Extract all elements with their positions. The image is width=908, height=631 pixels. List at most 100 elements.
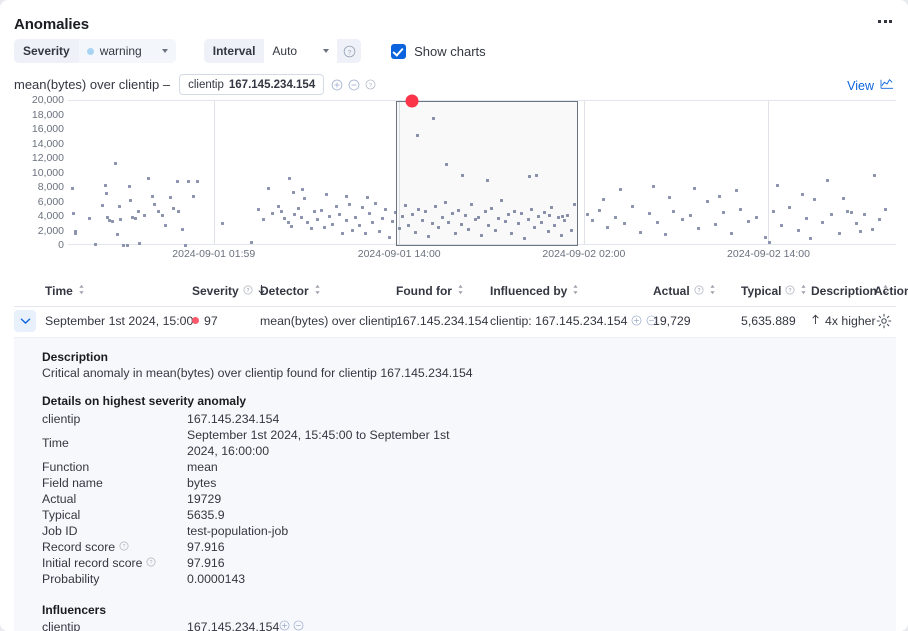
- detail-field-key-wrap: Initial record score?: [42, 555, 187, 571]
- scatter-point: [324, 193, 328, 197]
- scatter-point: [337, 213, 341, 217]
- sort-icon[interactable]: [571, 284, 580, 298]
- scatter-point: [410, 212, 414, 216]
- interval-filter[interactable]: Interval Auto ?: [203, 39, 362, 63]
- sort-icon[interactable]: [456, 284, 465, 298]
- detail-field-key: Initial record score: [42, 556, 143, 570]
- question-circle-icon[interactable]: ?: [785, 284, 795, 298]
- scatter-point: [556, 216, 560, 220]
- scatter-point: [404, 203, 408, 207]
- column-header-severity[interactable]: Severity?: [192, 284, 266, 298]
- question-circle-icon[interactable]: ?: [243, 284, 253, 298]
- detail-field-key: clientip: [42, 412, 81, 426]
- scatter-point: [825, 179, 829, 183]
- sort-desc-icon[interactable]: [257, 284, 266, 298]
- chart-selection-box[interactable]: [395, 101, 579, 246]
- table-row[interactable]: September 1st 2024, 15:00 97 mean(bytes)…: [14, 307, 896, 334]
- scatter-point: [142, 213, 146, 217]
- scatter-point: [286, 220, 290, 224]
- scatter-point: [780, 224, 784, 228]
- question-circle-icon[interactable]: ?: [694, 284, 704, 298]
- plus-circle-icon[interactable]: [331, 79, 343, 91]
- scatter-point: [693, 186, 697, 190]
- scatter-point: [763, 235, 767, 239]
- severity-filter-label: Severity: [14, 39, 79, 63]
- plus-circle-icon[interactable]: [279, 620, 290, 631]
- minus-circle-icon[interactable]: [646, 315, 657, 326]
- x-tick-label: 2024-09-02 14:00: [727, 248, 810, 260]
- column-header-typical[interactable]: Typical?: [741, 284, 808, 298]
- scatter-point: [877, 218, 881, 222]
- y-tick-label: 0: [58, 239, 64, 251]
- scatter-point: [573, 202, 577, 206]
- scatter-point: [261, 217, 265, 221]
- plus-circle-icon[interactable]: [631, 315, 642, 326]
- question-circle-icon[interactable]: ?: [146, 555, 156, 571]
- sort-icon[interactable]: [313, 284, 322, 298]
- anomaly-marker-icon[interactable]: [405, 94, 419, 108]
- svg-text:?: ?: [369, 83, 372, 89]
- column-header-influenced-by[interactable]: Influenced by: [490, 284, 580, 298]
- detail-field-value: 97.916: [187, 540, 225, 554]
- scatter-point: [450, 211, 454, 215]
- column-header-time[interactable]: Time: [45, 284, 86, 298]
- severity-filter-value-wrap[interactable]: warning: [78, 39, 176, 63]
- anomaly-chart[interactable]: 20,000 18,000 16,000 14,000 12,000 10,000 8,00…: [14, 94, 896, 265]
- scatter-point: [364, 231, 368, 235]
- chart-icon: [880, 78, 894, 93]
- cell-severity: 97: [192, 314, 218, 328]
- show-charts-checkbox[interactable]: Show charts: [391, 43, 486, 59]
- minus-circle-icon[interactable]: [293, 620, 304, 631]
- scatter-point: [569, 228, 573, 232]
- sort-icon[interactable]: [881, 284, 890, 298]
- scatter-point: [838, 232, 842, 236]
- column-header-description[interactable]: Description: [811, 284, 890, 298]
- sort-icon[interactable]: [799, 284, 808, 298]
- detail-field-value: bytes: [187, 476, 217, 490]
- entity-field: clientip: [188, 78, 224, 91]
- scatter-point: [614, 215, 618, 219]
- cell-description-text: 4x higher: [825, 313, 876, 328]
- scatter-point: [809, 236, 813, 240]
- question-circle-icon[interactable]: ?: [119, 539, 129, 555]
- y-tick-label: 4,000: [37, 210, 64, 222]
- cell-time: September 1st 2024, 15:00: [45, 313, 194, 328]
- detail-field-row: Function mean: [42, 459, 896, 475]
- question-circle-icon[interactable]: ?: [337, 39, 362, 63]
- detail-field-row: Time September 1st 2024, 15:45:00 to Sept…: [42, 427, 896, 459]
- scatter-point: [256, 208, 260, 212]
- scatter-point: [480, 233, 484, 237]
- minus-circle-icon[interactable]: [348, 79, 360, 91]
- x-tick-label: 2024-09-02 02:00: [542, 248, 626, 260]
- sort-icon[interactable]: [77, 284, 86, 298]
- column-header-actual[interactable]: Actual?: [653, 284, 717, 298]
- severity-filter[interactable]: Severity warning: [14, 39, 176, 63]
- scatter-point: [496, 217, 500, 220]
- more-horizontal-icon[interactable]: [878, 20, 892, 23]
- column-header-found-for[interactable]: Found for: [396, 284, 465, 298]
- view-link[interactable]: View: [847, 78, 894, 93]
- gear-icon[interactable]: [874, 311, 894, 331]
- scatter-point: [672, 209, 676, 213]
- sort-icon[interactable]: [708, 284, 717, 298]
- show-charts-label: Show charts: [414, 43, 486, 59]
- column-header-detector[interactable]: Detector: [260, 284, 322, 298]
- scatter-point: [289, 224, 293, 228]
- influencer-list: clientip 167.145.234.154: [42, 619, 896, 631]
- scatter-point: [500, 198, 504, 202]
- scatter-point: [130, 215, 134, 219]
- scatter-point: [506, 213, 510, 217]
- interval-filter-value: Auto: [272, 44, 298, 58]
- row-expand-toggle[interactable]: [14, 309, 36, 332]
- column-header-actions[interactable]: Actions: [874, 284, 908, 298]
- scatter-point: [407, 224, 411, 228]
- scatter-point: [461, 174, 465, 178]
- entity-badge[interactable]: clientip 167.145.234.154: [179, 74, 325, 95]
- chart-plot-area[interactable]: [68, 94, 896, 248]
- interval-filter-value-wrap[interactable]: Auto: [264, 39, 338, 63]
- scatter-point: [73, 232, 77, 236]
- scatter-point: [299, 216, 303, 220]
- scatter-point: [327, 214, 331, 218]
- question-circle-icon[interactable]: ?: [365, 79, 376, 90]
- detail-field-key: Probability: [42, 572, 100, 586]
